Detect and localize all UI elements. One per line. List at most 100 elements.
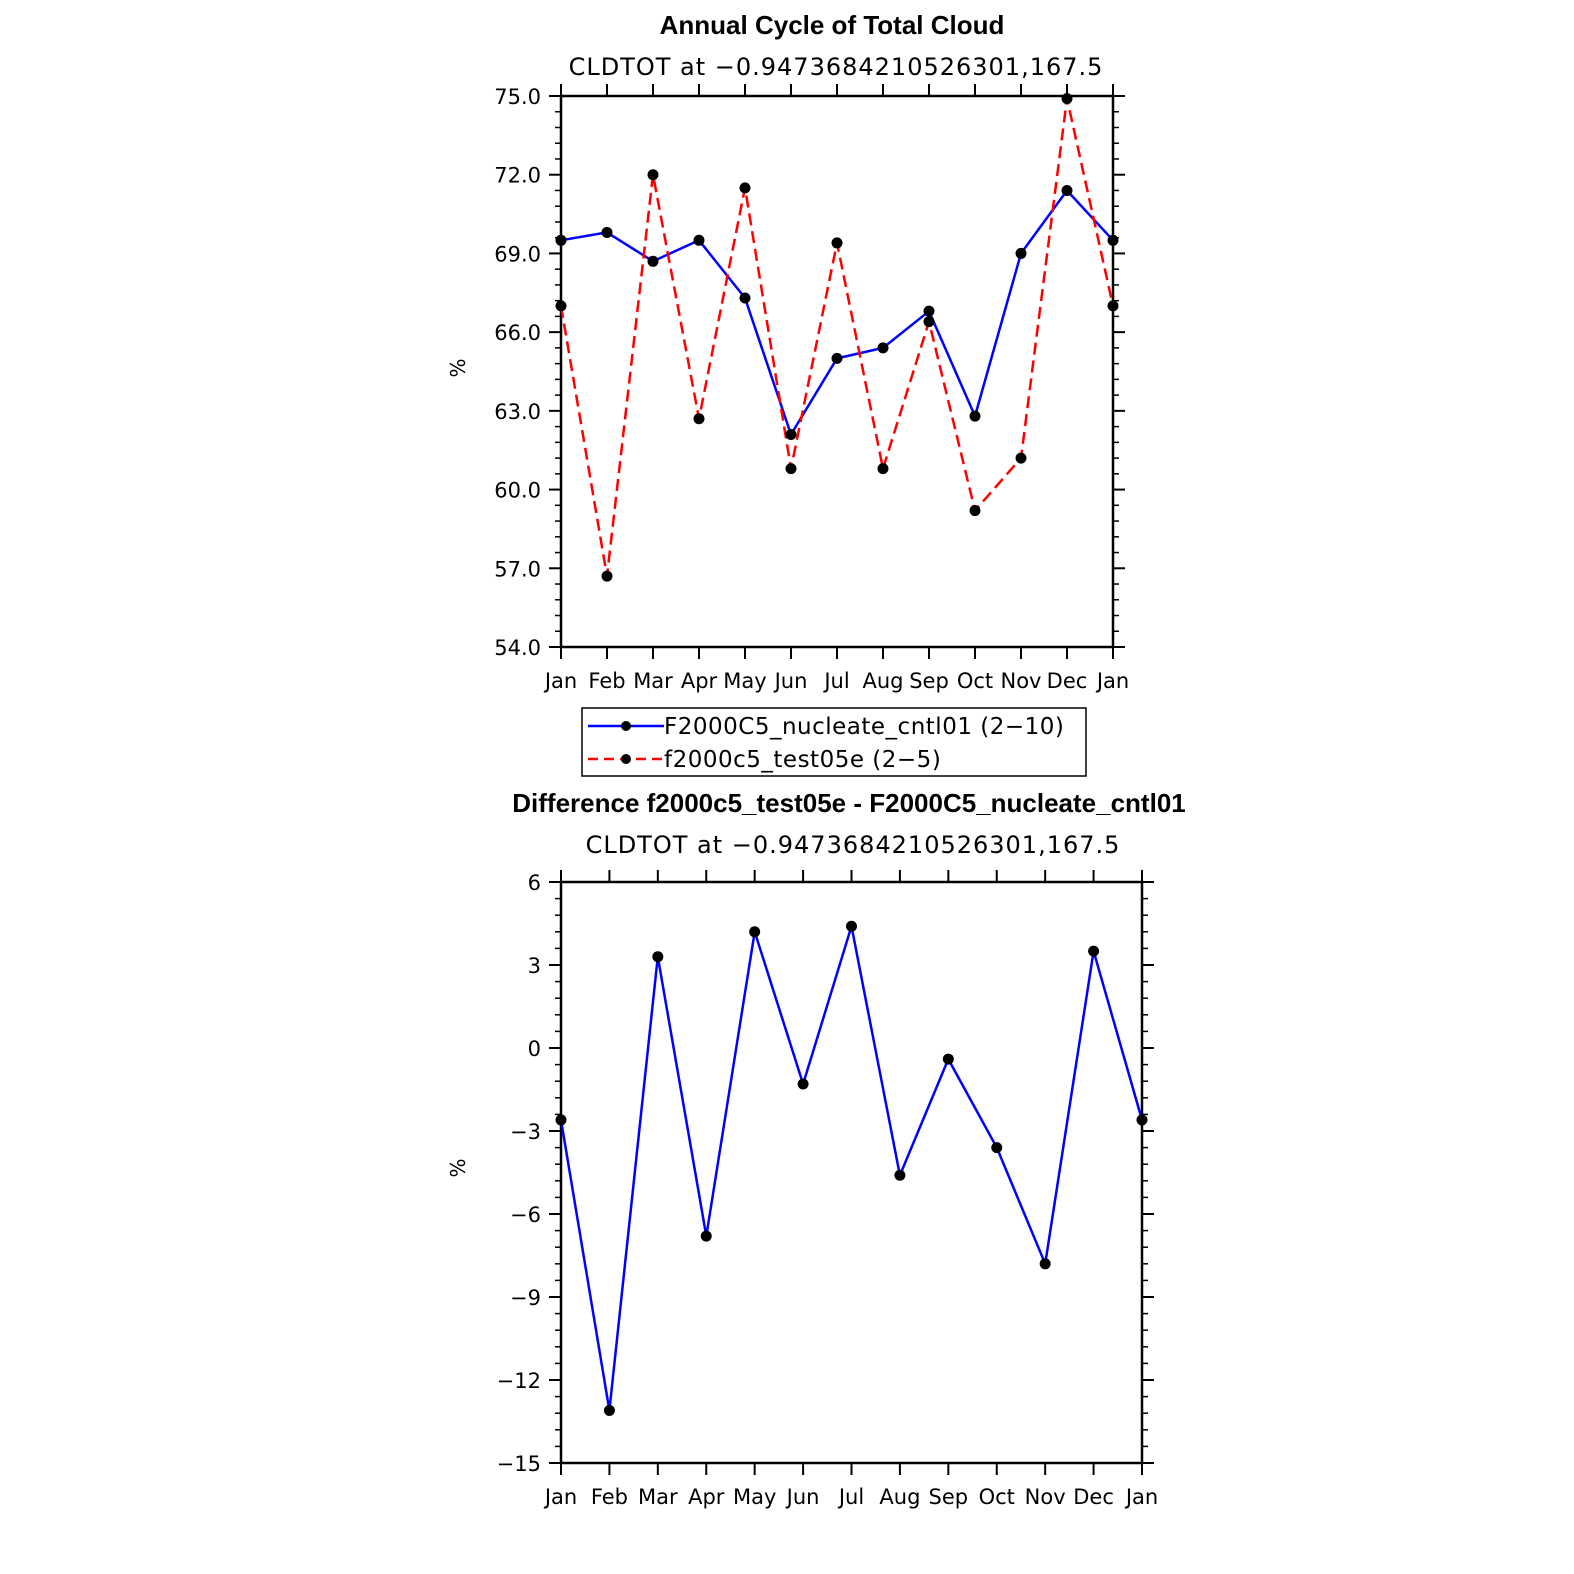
y-tick-label: 60.0 (494, 479, 541, 503)
data-point-0-9 (991, 1142, 1003, 1154)
data-point-0-0 (555, 1114, 567, 1126)
x-tick-label: Jan (1124, 1485, 1158, 1509)
data-point-0-4 (749, 926, 761, 938)
data-point-1-5 (785, 463, 797, 475)
series-line-1 (559, 97, 1115, 578)
data-point-1-1 (601, 570, 613, 582)
x-tick-label: Nov (1001, 669, 1042, 693)
y-tick-label: −15 (497, 1452, 541, 1476)
data-point-1-11 (1061, 93, 1073, 105)
chart-title: Annual Cycle of Total Cloud (660, 10, 1005, 40)
y-tick-label: −12 (497, 1369, 541, 1393)
chart-subtitle: CLDTOT at −0.9473684210526301,167.5 (586, 831, 1121, 859)
data-point-0-8 (923, 305, 935, 317)
x-tick-label: Jul (837, 1485, 864, 1509)
y-tick-label: 75.0 (494, 85, 541, 109)
chart-title: Difference f2000c5_test05e - F2000C5_nuc… (512, 788, 1186, 818)
x-tick-label: Sep (909, 669, 949, 693)
plot-frame (559, 94, 1115, 649)
y-tick-label: 57.0 (494, 557, 541, 581)
data-point-0-3 (700, 1230, 712, 1242)
y-tick-label: 69.0 (494, 242, 541, 266)
y-tick-label: 54.0 (494, 636, 541, 660)
data-point-0-1 (601, 226, 613, 238)
y-tick-label: 0 (528, 1037, 541, 1061)
difference-chart: Difference f2000c5_test05e - F2000C5_nuc… (446, 788, 1186, 1509)
data-point-1-10 (1015, 452, 1027, 464)
x-tick-label: Aug (879, 1485, 920, 1509)
x-tick-label: Sep (929, 1485, 969, 1509)
x-tick-label: Jan (543, 1485, 577, 1509)
plot-frame (559, 880, 1144, 1465)
x-tick-label: Jun (785, 1485, 820, 1509)
x-tick-label: May (723, 669, 766, 693)
x-tick-label: Nov (1025, 1485, 1066, 1509)
y-tick-label: 72.0 (494, 164, 541, 188)
data-point-0-10 (1015, 247, 1027, 259)
data-point-1-0 (555, 300, 567, 312)
data-point-1-9 (969, 505, 981, 517)
legend-box (581, 707, 1087, 777)
y-tick-label: 6 (528, 871, 541, 895)
data-point-0-2 (647, 255, 659, 267)
plot-series (555, 93, 1119, 582)
data-point-0-11 (1088, 945, 1100, 957)
plot-axes: −15 −12 −9 −6 −3 0 3 6 Jan Feb Mar Apr May Jun Jul Aug S… (497, 870, 1158, 1509)
x-tick-label: Jan (543, 669, 577, 693)
x-tick-label: Jan (1095, 669, 1129, 693)
legend-marker-test05e (621, 754, 631, 764)
x-tick-label: Feb (588, 669, 625, 693)
data-point-0-0 (555, 234, 567, 246)
data-point-0-12 (1107, 234, 1119, 246)
data-point-0-8 (942, 1053, 954, 1065)
data-point-1-3 (693, 413, 705, 425)
x-tick-label: Apr (681, 669, 718, 693)
chart-subtitle: CLDTOT at −0.9473684210526301,167.5 (569, 53, 1104, 81)
x-tick-label: Aug (862, 669, 903, 693)
x-tick-label: Apr (688, 1485, 725, 1509)
data-point-1-12 (1107, 300, 1119, 312)
data-point-0-9 (969, 410, 981, 422)
legend-marker-cntl01 (621, 721, 631, 731)
x-tick-label: Mar (638, 1485, 678, 1509)
data-point-0-2 (652, 951, 664, 963)
data-point-0-4 (739, 292, 751, 304)
x-tick-label: Dec (1047, 669, 1088, 693)
y-tick-label: 3 (528, 954, 541, 978)
annual-cycle-chart: Annual Cycle of Total Cloud CLDTOT at −0… (446, 10, 1129, 777)
data-point-0-12 (1136, 1114, 1148, 1126)
data-point-1-8 (923, 316, 935, 328)
data-point-0-6 (846, 920, 857, 932)
x-tick-label: Feb (591, 1485, 628, 1509)
data-point-1-2 (647, 169, 659, 181)
x-tick-label: Mar (633, 669, 673, 693)
x-tick-label: Oct (979, 1485, 1015, 1509)
y-tick-label: −3 (510, 1120, 541, 1144)
y-tick-label: 63.0 (494, 400, 541, 424)
y-tick-label: 66.0 (494, 321, 541, 345)
data-point-1-7 (877, 463, 889, 475)
y-tick-label: −9 (510, 1286, 541, 1310)
series-line-0 (560, 189, 1114, 436)
series-line-0 (559, 925, 1144, 1412)
plot-series (555, 920, 1148, 1416)
x-tick-label: Jul (822, 669, 849, 693)
data-point-0-3 (693, 234, 705, 246)
y-tick-label: −6 (510, 1203, 541, 1227)
legend-label-cntl01: F2000C5_nucleate_cntl01 (2−10) (664, 714, 1064, 740)
data-point-0-5 (797, 1078, 809, 1090)
y-axis-label: % (446, 358, 470, 377)
legend: F2000C5_nucleate_cntl01 (2−10) f2000c5_t… (581, 707, 1087, 777)
plot-axes: 54.0 57.0 60.0 63.0 66.0 69.0 72.0 75.0 Jan Feb Ma… (494, 84, 1129, 693)
data-point-1-6 (831, 237, 843, 249)
data-point-0-7 (894, 1169, 906, 1181)
y-axis-label: % (446, 1158, 470, 1177)
data-point-0-5 (785, 428, 797, 440)
data-point-0-11 (1061, 184, 1073, 196)
data-point-1-4 (739, 182, 751, 194)
x-tick-label: Dec (1073, 1485, 1114, 1509)
x-tick-label: Jun (773, 669, 808, 693)
legend-label-test05e: f2000c5_test05e (2−5) (664, 747, 941, 773)
x-tick-label: May (733, 1485, 776, 1509)
